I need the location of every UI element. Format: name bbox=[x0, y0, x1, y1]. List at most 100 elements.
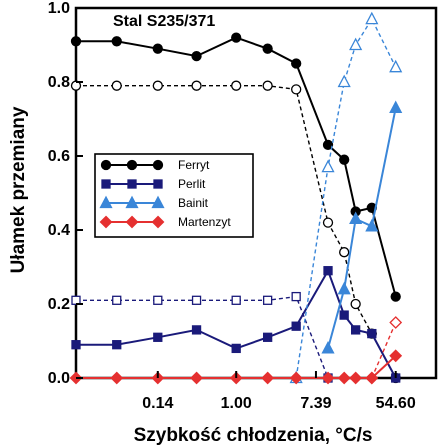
ferryt-open-point bbox=[111, 80, 122, 91]
y-tick-label: 0.2 bbox=[48, 296, 70, 313]
legend-item-martenzyt: Martenzyt bbox=[99, 215, 231, 229]
martenzyt-point bbox=[110, 371, 124, 385]
martenzyt-point bbox=[190, 371, 203, 385]
martenzyt-dashed-line bbox=[371, 322, 397, 379]
legend-item-perlit: Perlit bbox=[101, 177, 206, 191]
ferryt-open-point bbox=[191, 80, 202, 91]
y-axis-title: Ułamek przemiany bbox=[8, 106, 29, 273]
martenzyt-point bbox=[289, 371, 303, 385]
bainit-open-point bbox=[337, 74, 351, 88]
x-tick-label: 54.60 bbox=[376, 395, 416, 412]
x-tick-label: 0.14 bbox=[142, 395, 173, 412]
bainit-point bbox=[337, 281, 351, 295]
ferryt-open-point bbox=[350, 298, 361, 310]
bainit-point bbox=[321, 340, 335, 354]
ferryt-open-point bbox=[152, 80, 163, 91]
legend-marker bbox=[101, 179, 111, 189]
legend-label: Perlit bbox=[178, 177, 206, 191]
legend-marker bbox=[100, 159, 112, 171]
perlit-point bbox=[323, 266, 333, 276]
perlit-open-point bbox=[291, 291, 301, 302]
bainit-open-point bbox=[321, 159, 335, 173]
chart-title: Stal S235/371 bbox=[113, 13, 215, 30]
martenzyt-point bbox=[321, 371, 335, 385]
bainit-solid-line bbox=[327, 107, 397, 349]
ferryt-point bbox=[339, 154, 350, 165]
bainit-open-point bbox=[365, 11, 379, 25]
y-tick-label: 0.4 bbox=[48, 222, 70, 239]
ferryt-point bbox=[70, 36, 82, 47]
perlit-point bbox=[153, 332, 163, 342]
legend-marker bbox=[99, 215, 113, 229]
perlit-solid-line bbox=[76, 268, 397, 379]
y-tick-label: 0.8 bbox=[48, 74, 70, 91]
y-tick-label: 0.6 bbox=[48, 148, 70, 165]
ferryt-point bbox=[152, 43, 163, 54]
legend-item-bainit: Bainit bbox=[99, 195, 209, 210]
legend-marker bbox=[153, 179, 163, 189]
legend-marker bbox=[151, 215, 165, 229]
perlit-open-point bbox=[262, 295, 273, 305]
ferryt-point bbox=[390, 291, 401, 302]
martenzyt-point bbox=[365, 371, 379, 385]
y-tick-label: 1.0 bbox=[48, 0, 70, 17]
perlit-point bbox=[112, 340, 122, 350]
x-axis-title: Szybkość chłodzenia, °C/s bbox=[134, 425, 373, 446]
perlit-point bbox=[367, 328, 377, 339]
perlit-point bbox=[291, 321, 301, 331]
legend: Ferryt Perlit Bainit Martenzyt bbox=[94, 153, 254, 238]
perlit-point bbox=[191, 325, 202, 335]
legend-marker bbox=[99, 195, 113, 209]
ferryt-point bbox=[191, 50, 202, 62]
ferryt-point bbox=[231, 32, 242, 43]
ferryt-open-point bbox=[339, 247, 350, 258]
bainit-point bbox=[389, 100, 403, 114]
ferryt-open-point bbox=[262, 80, 273, 91]
series-bainit bbox=[289, 11, 403, 384]
legend-label: Martenzyt bbox=[178, 215, 231, 229]
legend-marker bbox=[125, 195, 139, 209]
ferryt-dashed-line bbox=[76, 84, 397, 379]
bainit-open-point bbox=[389, 59, 403, 73]
martenzyt-point bbox=[261, 371, 275, 385]
bainit-dashed-line bbox=[295, 17, 397, 379]
ferryt-open-point bbox=[291, 84, 302, 95]
legend-box bbox=[94, 153, 254, 238]
legend-item-ferryt: Ferryt bbox=[100, 158, 210, 172]
perlit-open-point bbox=[112, 295, 122, 305]
ferryt-open-point bbox=[231, 80, 242, 91]
martenzyt-point bbox=[389, 349, 403, 363]
perlit-open-point bbox=[191, 295, 202, 305]
martenzyt-point bbox=[337, 371, 351, 385]
legend-marker bbox=[151, 195, 165, 209]
perlit-point bbox=[351, 325, 361, 335]
x-tick-label: 1.00 bbox=[221, 395, 252, 412]
bainit-open-point bbox=[349, 37, 363, 51]
perlit-open-point bbox=[231, 295, 241, 305]
perlit-point bbox=[339, 310, 349, 320]
martenzyt-open-point bbox=[389, 316, 403, 329]
y-tick-label: 0.0 bbox=[48, 370, 70, 387]
bainit-point bbox=[349, 211, 363, 225]
x-tick-label: 7.39 bbox=[300, 395, 331, 412]
legend-marker bbox=[152, 159, 164, 171]
legend-label: Ferryt bbox=[178, 158, 210, 172]
ferryt-point bbox=[262, 43, 273, 54]
ferryt-open-point bbox=[322, 217, 334, 228]
perlit-point bbox=[262, 332, 273, 342]
perlit-point bbox=[231, 343, 241, 354]
perlit-dashed-line bbox=[76, 295, 329, 379]
legend-marker bbox=[127, 179, 137, 189]
ferryt-point bbox=[111, 36, 122, 47]
chart-marks bbox=[69, 11, 403, 385]
perlit-open-point bbox=[153, 295, 163, 305]
bainit-point bbox=[365, 218, 379, 232]
legend-label: Bainit bbox=[178, 196, 209, 210]
ferryt-point bbox=[322, 139, 334, 151]
legend-marker bbox=[126, 159, 138, 171]
martenzyt-point bbox=[349, 371, 363, 385]
legend-marker bbox=[125, 215, 139, 229]
perlit-point bbox=[71, 340, 81, 350]
axes: 0.0 0.2 0.4 0.6 0.8 1.0 0.14 1.00 7.39 54.60 bbox=[48, 0, 416, 412]
